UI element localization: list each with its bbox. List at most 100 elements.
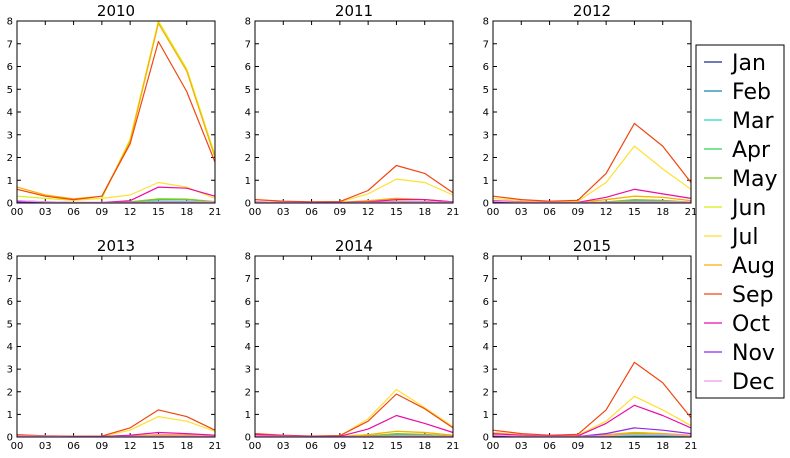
legend-label: Nov (732, 341, 775, 366)
y-tick-label: 0 (7, 199, 13, 210)
y-tick-label: 6 (245, 62, 251, 73)
y-tick-label: 3 (7, 130, 13, 141)
legend-label: Jun (730, 196, 766, 221)
legend-label: Oct (732, 312, 770, 337)
x-tick-label: 00 (11, 207, 24, 218)
y-tick-label: 2 (245, 387, 251, 398)
y-tick-label: 0 (483, 433, 489, 444)
y-tick-label: 5 (245, 85, 251, 96)
y-tick-label: 6 (483, 62, 489, 73)
x-tick-label: 21 (209, 441, 222, 452)
y-tick-label: 3 (245, 130, 251, 141)
x-tick-label: 21 (447, 441, 460, 452)
y-tick-label: 2 (483, 153, 489, 164)
x-tick-label: 03 (515, 207, 528, 218)
x-tick-label: 12 (600, 441, 613, 452)
y-tick-label: 3 (245, 365, 251, 376)
legend-label: Jul (730, 225, 759, 250)
y-tick-label: 8 (483, 17, 489, 28)
x-tick-label: 09 (95, 441, 108, 452)
y-tick-label: 5 (7, 319, 13, 330)
y-tick-label: 4 (483, 108, 489, 119)
plot-frame (492, 20, 692, 204)
x-tick-label: 18 (180, 441, 193, 452)
y-tick-label: 7 (483, 39, 489, 50)
y-tick-label: 4 (7, 342, 13, 353)
panel-title: 2010 (97, 2, 135, 20)
x-tick-label: 00 (487, 207, 500, 218)
y-tick-label: 4 (245, 342, 251, 353)
y-tick-label: 0 (7, 433, 13, 444)
plot-border (16, 255, 216, 438)
y-tick-label: 8 (245, 17, 251, 28)
legend-label: Sep (732, 283, 773, 308)
y-tick-label: 2 (245, 153, 251, 164)
x-tick-label: 15 (152, 441, 165, 452)
y-tick-label: 1 (483, 410, 489, 421)
series-line-sep (492, 122, 692, 202)
y-tick-label: 0 (245, 433, 251, 444)
y-tick-label: 7 (7, 274, 13, 285)
plot-frame (254, 255, 454, 438)
y-tick-label: 3 (483, 130, 489, 141)
panel-title: 2014 (335, 237, 373, 255)
x-tick-label: 03 (39, 441, 52, 452)
x-tick-label: 06 (67, 441, 80, 452)
panel-title: 2012 (573, 2, 611, 20)
y-tick-label: 6 (7, 297, 13, 308)
y-tick-label: 7 (483, 274, 489, 285)
legend-label: Feb (732, 80, 771, 105)
x-tick-label: 06 (305, 207, 318, 218)
panel-title: 2015 (573, 237, 611, 255)
y-tick-label: 0 (483, 199, 489, 210)
series-line-sep (16, 40, 216, 201)
y-tick-label: 7 (245, 39, 251, 50)
y-tick-label: 5 (483, 85, 489, 96)
y-tick-label: 8 (483, 252, 489, 263)
series-line-oct (492, 404, 692, 437)
y-tick-label: 6 (7, 62, 13, 73)
legend-box (695, 44, 785, 399)
legend-label: Mar (732, 109, 774, 134)
x-tick-label: 09 (333, 441, 346, 452)
series-line-sep (254, 164, 454, 203)
x-tick-label: 18 (418, 441, 431, 452)
x-tick-label: 15 (152, 207, 165, 218)
y-tick-label: 7 (245, 274, 251, 285)
legend-label: Jan (730, 51, 766, 76)
x-tick-label: 09 (571, 441, 584, 452)
x-tick-label: 12 (124, 441, 137, 452)
y-tick-label: 6 (483, 297, 489, 308)
y-tick-label: 1 (7, 176, 13, 187)
x-tick-label: 09 (95, 207, 108, 218)
plot-frame (254, 20, 454, 204)
x-tick-label: 03 (277, 207, 290, 218)
y-tick-label: 7 (7, 39, 13, 50)
x-tick-label: 18 (418, 207, 431, 218)
x-tick-label: 21 (447, 207, 460, 218)
x-tick-label: 15 (390, 441, 403, 452)
x-tick-label: 21 (685, 207, 698, 218)
x-tick-label: 09 (571, 207, 584, 218)
y-tick-label: 3 (483, 365, 489, 376)
y-tick-label: 5 (7, 85, 13, 96)
x-tick-label: 15 (390, 207, 403, 218)
x-tick-label: 21 (685, 441, 698, 452)
x-tick-label: 00 (249, 441, 262, 452)
x-tick-label: 12 (600, 207, 613, 218)
y-tick-label: 5 (245, 319, 251, 330)
x-tick-label: 06 (305, 441, 318, 452)
y-tick-label: 3 (7, 365, 13, 376)
y-tick-label: 1 (7, 410, 13, 421)
x-tick-label: 18 (656, 207, 669, 218)
plot-border (254, 255, 454, 438)
y-tick-label: 2 (7, 153, 13, 164)
y-tick-label: 2 (7, 387, 13, 398)
legend-label: Aug (732, 254, 775, 279)
x-tick-label: 15 (628, 441, 641, 452)
